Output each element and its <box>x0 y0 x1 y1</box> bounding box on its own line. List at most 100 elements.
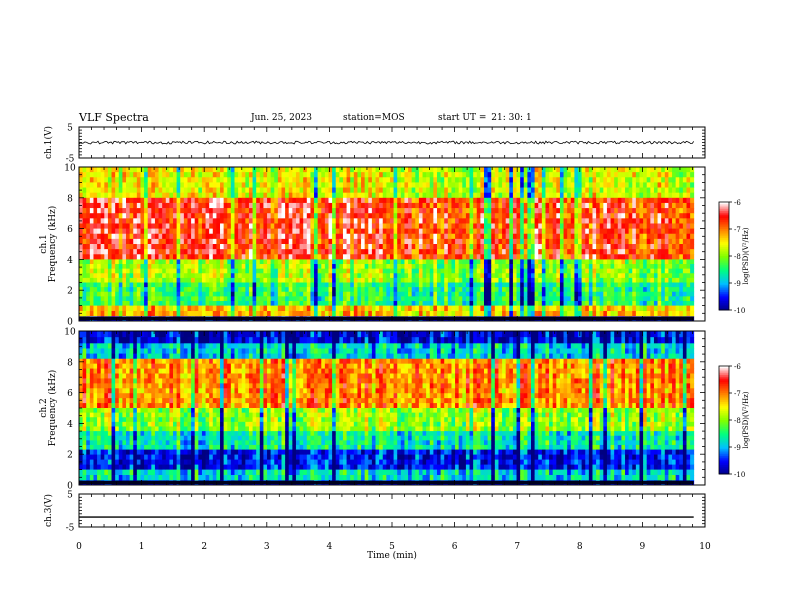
psd-cell <box>559 254 564 260</box>
psd-cell <box>187 305 192 312</box>
psd-cell <box>303 177 308 183</box>
psd-cell <box>324 213 329 219</box>
psd-cell <box>306 249 311 255</box>
psd-cell <box>86 305 91 312</box>
psd-cell <box>118 218 123 224</box>
psd-cell <box>136 244 141 250</box>
psd-cell <box>614 223 619 229</box>
psd-cell <box>628 213 633 219</box>
psd-cell <box>389 277 394 283</box>
psd-cell <box>599 213 604 219</box>
psd-cell <box>498 197 503 204</box>
psd-cell <box>559 273 564 279</box>
psd-cell <box>625 273 630 279</box>
psd-cell <box>180 177 185 183</box>
psd-cell <box>277 202 282 209</box>
psd-cell <box>191 273 196 279</box>
psd-cell <box>404 177 409 183</box>
psd-cell <box>361 300 366 306</box>
psd-cell <box>538 273 543 279</box>
psd-cell <box>342 282 347 288</box>
psd-cell <box>447 287 452 293</box>
psd-cell <box>614 202 619 209</box>
psd-cell <box>205 202 210 209</box>
psd-cell <box>107 187 112 194</box>
psd-cell <box>324 197 329 204</box>
psd-cell <box>122 264 127 270</box>
psd-cell <box>386 282 391 288</box>
psd-cell <box>191 238 196 245</box>
psd-cell <box>426 197 431 204</box>
psd-cell <box>310 277 315 283</box>
psd-cell <box>107 282 112 288</box>
psd-cell <box>321 244 326 250</box>
psd-cell <box>201 296 206 302</box>
psd-cell <box>617 192 622 199</box>
psd-cell <box>100 282 105 288</box>
psd-cell <box>314 218 319 224</box>
psd-cell <box>502 177 507 183</box>
psd-cell <box>93 213 98 219</box>
psd-cell <box>455 238 460 245</box>
psd-cell <box>440 305 445 312</box>
psd-cell <box>158 213 163 219</box>
psd-cell <box>379 287 384 293</box>
psd-cell <box>86 254 91 260</box>
psd-cell <box>368 223 373 229</box>
psd-cell <box>379 273 384 279</box>
psd-cell <box>653 282 658 288</box>
psd-cell <box>126 238 131 245</box>
psd-cell <box>180 233 185 240</box>
psd-cell <box>115 268 120 274</box>
psd-cell <box>115 202 120 209</box>
psd-cell <box>473 287 478 293</box>
psd-cell <box>140 218 145 224</box>
psd-cell <box>277 249 282 255</box>
psd-cell <box>534 213 539 219</box>
psd-cell <box>212 167 217 173</box>
psd-cell <box>512 192 517 199</box>
psd-cell <box>592 177 597 183</box>
psd-cell <box>585 296 590 302</box>
psd-cell <box>151 197 156 204</box>
psd-cell <box>411 208 416 214</box>
psd-cell <box>248 213 253 219</box>
psd-cell <box>201 202 206 209</box>
psd-cell <box>299 254 304 260</box>
psd-cell <box>86 167 91 173</box>
psd-cell <box>444 182 449 188</box>
psd-cell <box>523 305 528 312</box>
psd-cell <box>165 213 170 219</box>
psd-cell <box>487 238 492 245</box>
psd-cell <box>473 300 478 306</box>
psd-cell <box>375 167 380 173</box>
psd-cell <box>79 264 84 270</box>
psd-cell <box>505 213 510 219</box>
psd-cell <box>628 202 633 209</box>
psd-cell <box>436 264 442 270</box>
psd-cell <box>191 202 196 209</box>
psd-cell <box>581 244 586 250</box>
psd-cell <box>451 300 456 306</box>
psd-cell <box>82 249 87 255</box>
psd-cell <box>353 218 358 224</box>
psd-cell <box>129 268 134 274</box>
psd-cell <box>285 228 290 235</box>
psd-cell <box>158 310 163 317</box>
psd-cell <box>180 310 185 317</box>
psd-cell <box>480 254 485 260</box>
psd-cell <box>97 291 102 297</box>
psd-cell <box>328 244 333 250</box>
psd-cell <box>299 273 304 279</box>
psd-cell <box>183 167 188 173</box>
psd-cell <box>635 277 640 283</box>
psd-cell <box>122 238 127 245</box>
psd-cell <box>650 228 655 235</box>
psd-cell <box>295 213 300 219</box>
psd-cell <box>364 238 369 245</box>
psd-cell <box>534 300 539 306</box>
psd-cell <box>147 249 152 255</box>
psd-cell <box>541 273 546 279</box>
psd-cell <box>386 223 391 229</box>
